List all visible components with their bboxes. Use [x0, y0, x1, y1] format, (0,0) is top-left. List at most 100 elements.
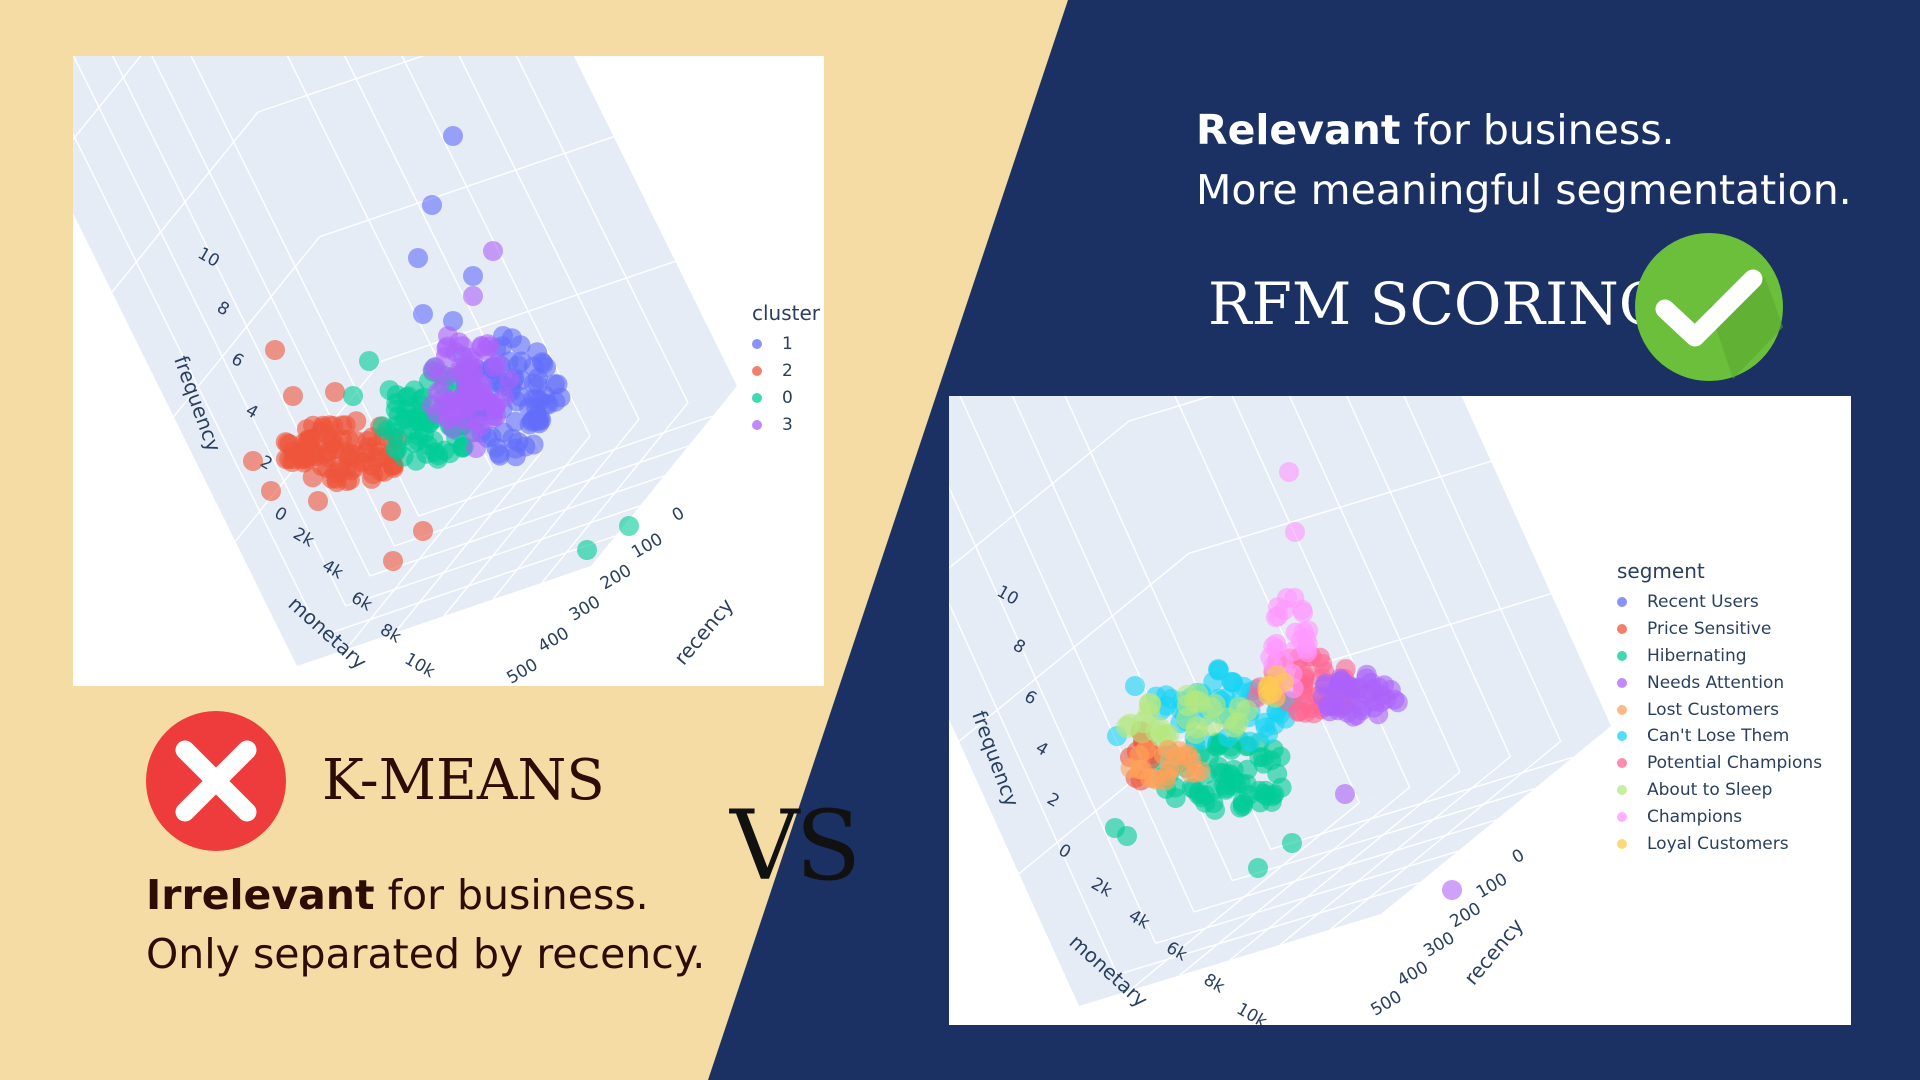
data-point — [1223, 715, 1246, 738]
data-point — [421, 395, 442, 416]
wall-right — [1117, 396, 1611, 818]
data-point — [1293, 602, 1314, 623]
recency-axis-label: recency — [669, 593, 738, 669]
legend-item[interactable]: About to Sleep — [1617, 777, 1822, 804]
gridline — [541, 402, 689, 584]
relevant-headline: Relevant for business. — [1196, 106, 1675, 154]
irrelevant-subline: Only separated by recency. — [146, 930, 706, 978]
legend-item[interactable]: 1 — [752, 331, 820, 358]
point-cloud — [243, 241, 597, 571]
data-point — [346, 411, 367, 432]
data-point — [1176, 707, 1199, 730]
data-point — [1139, 768, 1160, 789]
legend-marker — [1617, 784, 1627, 795]
data-point — [1264, 714, 1285, 735]
gridline — [73, 132, 322, 637]
data-point — [1351, 700, 1372, 721]
gridline — [1231, 396, 1411, 788]
legend-item[interactable]: Can't Lose Them — [1617, 723, 1822, 750]
data-point — [1240, 731, 1261, 752]
monetary-tick-label: 8k — [1200, 970, 1228, 998]
legend-item[interactable]: Recent Users — [1617, 589, 1822, 616]
legend-item[interactable]: 2 — [752, 358, 820, 385]
data-point — [1135, 740, 1156, 760]
data-point — [463, 364, 484, 385]
irrelevant-bold: Irrelevant — [146, 871, 375, 919]
data-point — [460, 347, 481, 368]
legend-item[interactable]: Hibernating — [1617, 643, 1822, 670]
data-point — [438, 326, 458, 346]
data-point — [329, 460, 349, 481]
legend-item[interactable]: 0 — [752, 385, 820, 412]
data-point — [443, 126, 463, 146]
legend-marker — [752, 339, 762, 350]
data-point — [489, 445, 510, 466]
legend-label: Hibernating — [1647, 645, 1747, 666]
data-point — [325, 382, 345, 402]
data-point — [521, 411, 542, 432]
data-point — [1186, 683, 1209, 706]
legend-item[interactable]: Price Sensitive — [1617, 616, 1822, 643]
recency-tick-label: 500 — [1367, 987, 1405, 1021]
data-point — [408, 248, 428, 268]
vs-label: VS — [730, 790, 861, 902]
gridline — [458, 56, 640, 420]
legend-item[interactable]: Potential Champions — [1617, 750, 1822, 777]
legend-label: Recent Users — [1647, 592, 1759, 613]
data-point — [381, 501, 401, 521]
data-point — [463, 422, 484, 443]
recency-tick-label: 200 — [597, 561, 635, 595]
segment-legend: segment Recent Users Price Sensitive Hiber… — [1617, 559, 1822, 857]
scene-box: 02468102k4k6k8k10k0100200300400500freque… — [949, 396, 1611, 1025]
data-point — [393, 446, 414, 467]
legend-marker — [1617, 677, 1627, 688]
data-point — [1279, 462, 1299, 482]
data-point — [1285, 522, 1305, 542]
recency-tick-label: 100 — [1473, 869, 1511, 903]
data-point — [261, 481, 281, 501]
gridline — [949, 601, 1118, 975]
data-point — [1442, 880, 1462, 900]
data-point — [441, 399, 462, 420]
legend-label: 0 — [782, 387, 793, 408]
recency-tick-label: 0 — [669, 503, 688, 526]
data-point — [383, 551, 403, 571]
scene-box: 02468102k4k6k8k10k0100200300400500freque… — [73, 56, 738, 686]
legend-marker — [1617, 624, 1627, 635]
gridline — [1403, 396, 1562, 742]
rfm-3d-scatter: 02468102k4k6k8k10k0100200300400500freque… — [949, 396, 1611, 1025]
data-point — [1232, 796, 1253, 817]
data-point — [1117, 826, 1137, 846]
legend-label: 3 — [782, 414, 793, 435]
data-point — [1335, 784, 1355, 804]
legend-title: segment — [1617, 559, 1705, 583]
legend-item[interactable]: 3 — [752, 411, 820, 438]
data-point — [1264, 784, 1285, 805]
data-point — [422, 195, 442, 215]
legend-item[interactable]: Needs Attention — [1617, 669, 1822, 696]
data-point — [511, 351, 532, 372]
data-point — [528, 368, 548, 388]
data-point — [577, 540, 597, 560]
legend-item[interactable]: Lost Customers — [1617, 696, 1822, 723]
legend-marker — [752, 366, 762, 377]
irrelevant-headline: Irrelevant for business. — [146, 871, 649, 919]
data-point — [463, 266, 483, 286]
data-point — [374, 461, 395, 482]
monetary-tick-label: 10k — [1233, 999, 1270, 1025]
gridline — [515, 56, 689, 403]
legend-item[interactable]: Champions — [1617, 803, 1822, 830]
data-point — [1166, 746, 1187, 767]
data-point — [1277, 588, 1297, 608]
legend-marker — [1617, 650, 1627, 661]
data-point — [296, 419, 317, 440]
legend-marker — [752, 392, 762, 403]
data-point — [424, 442, 445, 463]
legend-item[interactable]: Loyal Customers — [1617, 830, 1822, 857]
data-point — [523, 434, 544, 455]
data-point — [302, 467, 323, 488]
wall-right — [230, 56, 737, 486]
relevant-subline: More meaningful segmentation. — [1196, 166, 1852, 214]
cross-icon — [146, 711, 286, 851]
data-point — [466, 438, 486, 458]
